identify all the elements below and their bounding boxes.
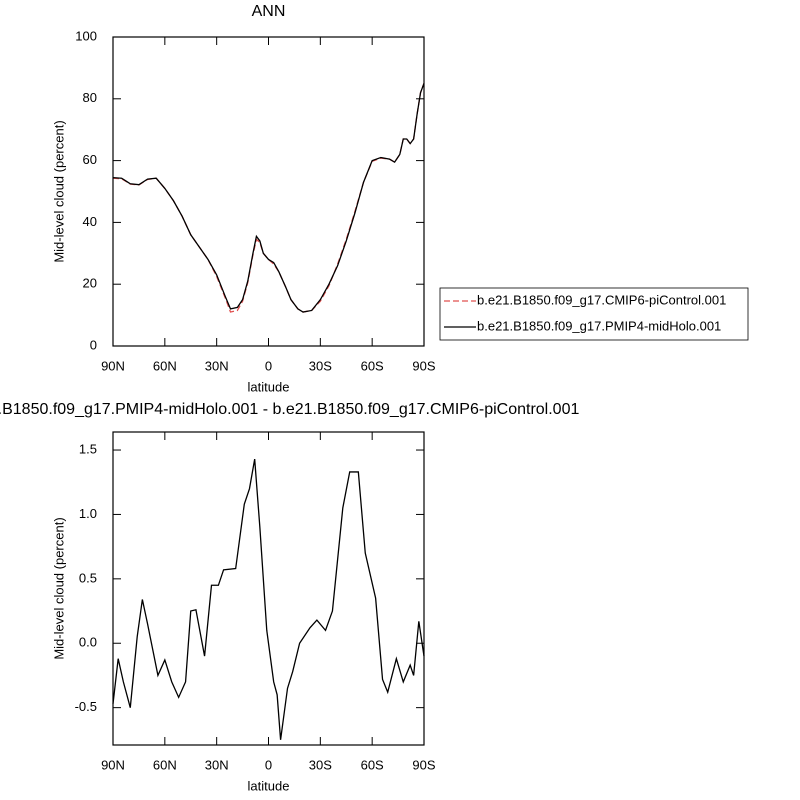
x-tick-label: 30N [205, 358, 229, 373]
x-tick-label: 90S [412, 757, 435, 772]
y-tick-label: 100 [75, 28, 97, 43]
y-axis-label: Mid-level cloud (percent) [51, 517, 66, 659]
x-axis-label: latitude [248, 379, 290, 394]
x-tick-label: 60N [153, 757, 177, 772]
x-axis-label: latitude [248, 778, 290, 793]
y-tick-label: 40 [83, 214, 97, 229]
data-line [112, 83, 425, 313]
plot-frame [112, 431, 425, 746]
x-tick-label: 0 [265, 358, 272, 373]
x-tick-label: 30S [309, 358, 332, 373]
x-tick-label: 0 [265, 757, 272, 772]
x-tick-label: 90N [101, 757, 125, 772]
data-line [112, 458, 425, 740]
y-tick-label: 0 [90, 337, 97, 352]
x-tick-label: 60N [153, 358, 177, 373]
x-tick-label: 30N [205, 757, 229, 772]
x-tick-label: 30S [309, 757, 332, 772]
y-tick-label: 60 [83, 152, 97, 167]
y-axis-label: Mid-level cloud (percent) [51, 120, 66, 262]
x-tick-label: 60S [361, 757, 384, 772]
x-tick-label: 60S [361, 358, 384, 373]
x-tick-label: 90S [412, 358, 435, 373]
y-tick-label: 0.5 [79, 570, 97, 585]
chart-title: b.e21.B1850.f09_g17.PMIP4-midHolo.001 - … [0, 401, 579, 418]
y-tick-label: 0.0 [79, 635, 97, 650]
legend-label: b.e21.B1850.f09_g17.PMIP4-midHolo.001 [477, 318, 721, 333]
y-tick-label: 1.0 [79, 506, 97, 521]
legend-label: b.e21.B1850.f09_g17.CMIP6-piControl.001 [477, 292, 726, 307]
data-line [112, 83, 425, 313]
chart-title: ANN [252, 3, 286, 20]
y-tick-label: 80 [83, 90, 97, 105]
legend-box [439, 287, 749, 341]
x-tick-label: 90N [101, 358, 125, 373]
y-tick-label: -0.5 [75, 699, 97, 714]
y-tick-label: 20 [83, 276, 97, 291]
y-tick-label: 1.5 [79, 441, 97, 456]
plot-frame [112, 36, 425, 347]
